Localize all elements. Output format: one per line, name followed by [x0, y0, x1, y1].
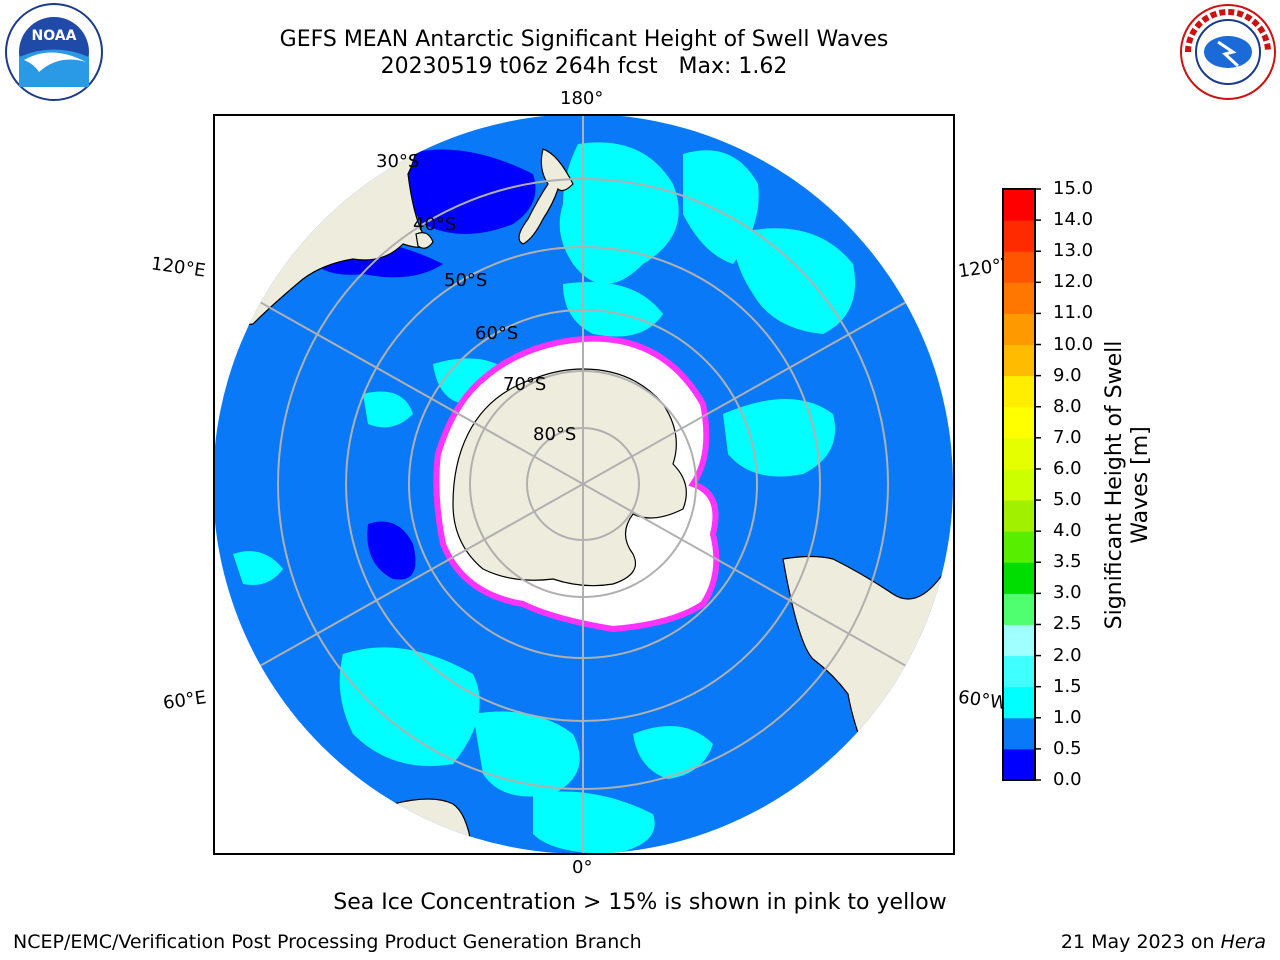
- sea-ice-caption: Sea Ice Concentration > 15% is shown in …: [333, 890, 947, 915]
- lat-label-80s: 80°S: [533, 424, 577, 445]
- swell-area-drake: [723, 399, 835, 477]
- lon-label-60e: 60°E: [161, 687, 208, 714]
- colorbar-tick-label: 10.0: [1053, 333, 1094, 355]
- land-tasmania: [415, 232, 434, 249]
- colorbar-tick-label: 3.5: [1053, 551, 1082, 573]
- lat-label-30s: 30°S: [376, 151, 420, 172]
- colorbar-tick-label: 4.0: [1053, 520, 1082, 542]
- colorbar-segment: [1003, 189, 1035, 221]
- colorbar-segment: [1003, 748, 1035, 781]
- colorbar-frame: [1002, 188, 1036, 781]
- map-frame: [213, 114, 955, 855]
- colorbar-segment: [1003, 562, 1035, 594]
- calm-area-tasman: [405, 149, 536, 234]
- swell-area-atlantic-2: [473, 711, 580, 797]
- colorbar-tick-label: 7.0: [1053, 426, 1082, 448]
- lat-label-50s: 50°S: [444, 270, 488, 291]
- colorbar-tick-label: 8.0: [1053, 395, 1082, 417]
- colorbar-tick-label: 12.0: [1053, 271, 1094, 293]
- colorbar-tick-label: 3.0: [1053, 582, 1082, 604]
- colorbar-title-line2: Waves [m]: [1128, 426, 1153, 544]
- colorbar-tick-label: 6.0: [1053, 457, 1082, 479]
- colorbar-tick-label: 0.0: [1053, 769, 1082, 790]
- swell-area-indian-2: [363, 391, 413, 428]
- colorbar-title: Significant Height of Swell Waves [m]: [1102, 341, 1154, 630]
- swell-area-pacific-4: [563, 282, 663, 337]
- colorbar-segment: [1003, 686, 1035, 719]
- swell-area-atlantic-4: [633, 726, 713, 779]
- colorbar-segment: [1003, 655, 1035, 688]
- colorbar-tick-label: 13.0: [1053, 240, 1094, 262]
- colorbar-segment: [1003, 437, 1035, 470]
- colorbar-ticks: [1035, 188, 1041, 781]
- colorbar-tick-label: 1.5: [1053, 675, 1082, 697]
- colorbar-segment: [1003, 531, 1035, 563]
- colorbar-tick-label: 5.0: [1053, 489, 1082, 511]
- footer-machine: Hera: [1220, 931, 1266, 953]
- colorbar-segment: [1003, 282, 1035, 314]
- polar-map: [213, 114, 955, 855]
- noaa-logo: NOAA: [5, 3, 103, 101]
- nws-logo: [1180, 4, 1276, 100]
- colorbar-segment: [1003, 220, 1035, 252]
- colorbar-segment: [1003, 468, 1035, 501]
- swell-area-indian-3: [233, 551, 283, 585]
- colorbar-tick-label: 1.0: [1053, 706, 1082, 728]
- colorbar-segment: [1003, 375, 1035, 408]
- swell-area-atlantic-3: [533, 791, 655, 854]
- colorbar-segment: [1003, 593, 1035, 625]
- colorbar-tick-label: 2.5: [1053, 613, 1082, 635]
- footer-date-text: 21 May 2023 on: [1060, 931, 1221, 953]
- colorbar-tick-label: 0.5: [1053, 737, 1082, 759]
- lat-label-70s: 70°S: [503, 374, 547, 395]
- colorbar-segment: [1003, 313, 1035, 346]
- colorbar-tick-label: 9.0: [1053, 364, 1082, 386]
- colorbar-tick-label: 14.0: [1053, 209, 1094, 231]
- colorbar-segment: [1003, 344, 1035, 377]
- lat-label-60s: 60°S: [475, 323, 519, 344]
- colorbar-tick-label: 2.0: [1053, 644, 1082, 666]
- lon-label-0: 0°: [572, 857, 593, 878]
- colorbar-segment: [1003, 251, 1035, 283]
- longitude-grid: [213, 114, 953, 854]
- lon-label-180: 180°: [560, 88, 604, 109]
- colorbar-segment: [1003, 624, 1035, 657]
- colorbar-segment: [1003, 717, 1035, 750]
- swell-area-pacific-1: [559, 142, 679, 284]
- colorbar-segment: [1003, 406, 1035, 439]
- footer-date: 21 May 2023 on Hera: [1061, 931, 1266, 953]
- colorbar-title-line1: Significant Height of Swell: [1102, 340, 1127, 630]
- chart-subtitle: 20230519 t06z 264h fcst Max: 1.62: [380, 54, 788, 79]
- footer-org: NCEP/EMC/Verification Post Processing Pr…: [13, 931, 642, 953]
- colorbar-segment: [1003, 500, 1035, 532]
- chart-title: GEFS MEAN Antarctic Significant Height o…: [279, 27, 889, 52]
- swell-area-pacific-3: [733, 228, 855, 334]
- svg-text:NOAA: NOAA: [32, 28, 77, 44]
- colorbar: [1002, 188, 1041, 781]
- colorbar-tick-label: 15.0: [1053, 178, 1094, 199]
- colorbar-segments: [1003, 189, 1035, 781]
- lon-label-120e: 120°E: [149, 253, 207, 282]
- calm-area-indian: [367, 521, 416, 580]
- land-new-zealand: [518, 148, 574, 245]
- colorbar-tick-label: 11.0: [1053, 302, 1094, 324]
- lat-label-40s: 40°S: [413, 214, 457, 235]
